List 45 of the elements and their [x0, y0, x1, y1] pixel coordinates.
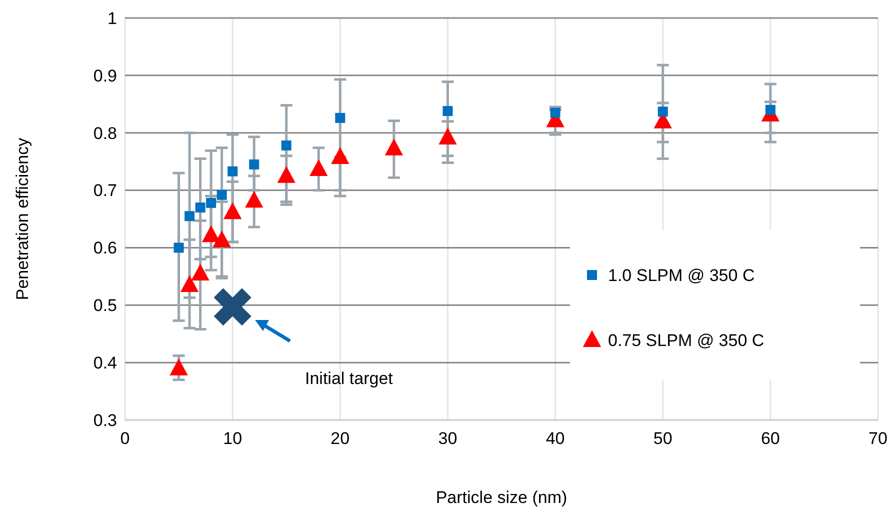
point	[310, 159, 328, 176]
y-tick-label: 1	[108, 8, 117, 28]
x-tick-label: 30	[438, 429, 458, 448]
x-tick-label: 20	[330, 429, 350, 448]
point	[174, 242, 184, 253]
point	[212, 230, 231, 248]
x-tick-label: 60	[760, 429, 780, 448]
point	[170, 358, 188, 376]
y-axis-title: Penetration efficiency	[13, 137, 32, 300]
x-tick-label: 0	[120, 429, 130, 448]
y-tick-label: 0.3	[93, 410, 117, 430]
x-axis-title: Particle size (nm)	[436, 488, 568, 507]
legend-label: 0.75 SLPM @ 350 C	[608, 330, 764, 350]
y-tick-label: 0.5	[93, 296, 117, 316]
point	[335, 112, 346, 123]
y-tick-label: 0.4	[93, 354, 117, 373]
point	[438, 128, 457, 144]
point	[249, 159, 260, 170]
y-tick-label: 0.6	[93, 238, 117, 258]
y-tick-label: 0.8	[93, 124, 117, 143]
point	[180, 275, 199, 292]
point	[550, 108, 560, 118]
point	[195, 202, 206, 213]
x-tick-label: 40	[546, 429, 565, 448]
x-tick-label: 10	[223, 429, 242, 448]
point	[277, 166, 296, 183]
point	[281, 140, 292, 150]
y-tick-label: 0.9	[93, 66, 117, 86]
point	[206, 198, 216, 208]
x-tick-label: 50	[653, 429, 672, 448]
point	[216, 190, 227, 200]
x-tick-label: 70	[868, 429, 888, 448]
legend-label: 1.0 SLPM @ 350 C	[608, 266, 755, 285]
annotation: Initial target	[305, 369, 394, 388]
point	[214, 288, 252, 326]
point	[658, 106, 668, 117]
point	[191, 264, 210, 281]
point	[223, 202, 242, 220]
point	[244, 190, 264, 208]
y-tick-label: 0.7	[93, 181, 117, 200]
point	[331, 147, 350, 164]
point	[384, 138, 404, 156]
point	[184, 211, 195, 222]
point	[442, 106, 453, 116]
point	[228, 166, 238, 176]
